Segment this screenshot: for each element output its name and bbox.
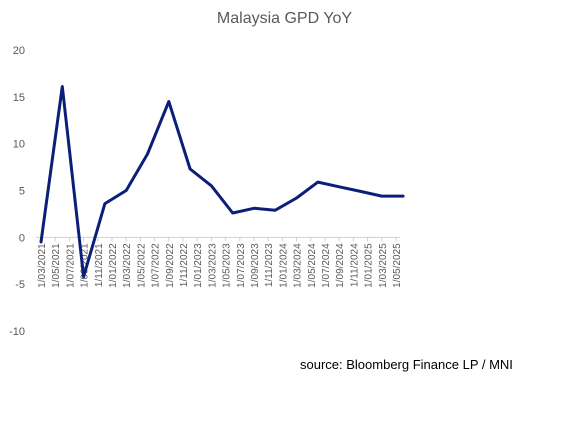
x-tick-label: 1/05/2024 [307,243,318,288]
x-tick-label: 1/01/2023 [193,243,204,288]
x-tick-label: 1/01/2025 [364,243,375,288]
source-note: source: Bloomberg Finance LP / MNI [300,357,513,372]
y-tick-label: 20 [13,45,25,57]
y-tick-label: -10 [9,326,25,338]
y-tick-label: 5 [19,186,25,198]
x-tick-label: 1/05/2021 [51,243,62,288]
x-tick-label: 1/07/2022 [151,243,162,288]
x-tick-label: 1/01/2022 [108,243,119,288]
x-tick-label: 1/07/2023 [236,243,247,288]
x-tick-label: 1/11/2021 [94,243,105,287]
x-tick-label: 1/05/2023 [222,243,233,288]
x-tick-label: 1/09/2023 [250,243,261,288]
x-tick-label: 1/07/2024 [321,243,332,288]
y-tick-label: 10 [13,139,25,151]
x-tick-label: 1/11/2022 [179,243,190,287]
x-tick-label: 1/09/2022 [165,243,176,288]
x-tick-label: 1/11/2024 [349,243,360,287]
x-tick-label: 1/07/2021 [65,243,76,288]
y-tick-label: 15 [13,92,25,104]
y-tick-label: 0 [19,232,25,244]
x-tick-label: 1/09/2024 [335,243,346,288]
x-tick-label: 1/03/2025 [378,243,389,288]
x-tick-label: 1/01/2024 [278,243,289,288]
x-tick-label: 1/03/2022 [122,243,133,288]
chart-title: Malaysia GPD YoY [0,10,569,28]
x-tick-label: 1/03/2023 [207,243,218,288]
y-tick-label: -5 [15,279,25,291]
x-tick-label: 1/05/2022 [136,243,147,288]
x-tick-label: 1/11/2023 [264,243,275,287]
x-tick-label: 1/05/2025 [392,243,403,288]
x-tick-label: 1/03/2024 [293,243,304,288]
x-tick-label: 1/03/2021 [37,243,48,288]
